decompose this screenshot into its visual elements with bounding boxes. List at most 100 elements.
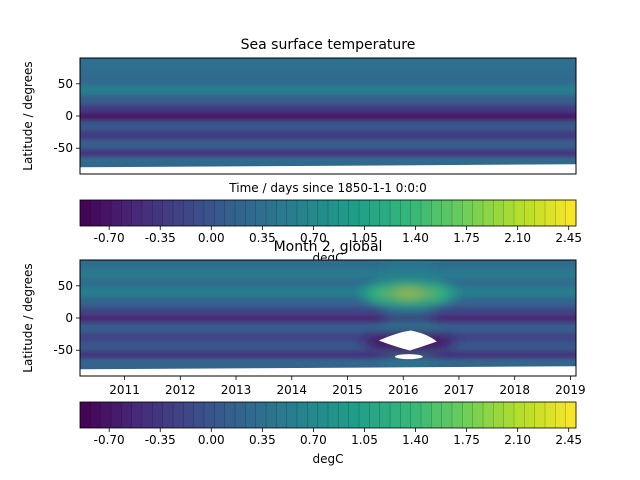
colorbar-2-ticks: -0.70 -0.35 0.00 0.35 0.70 1.05 1.40 1.75 2.10 2.… [94,428,582,447]
colorbar-tick-label-8: 2.10 [504,231,531,245]
colorbar-segment-42 [514,402,525,428]
colorbar-segment-19 [276,200,287,226]
colorbar-segment-7 [152,402,163,428]
colorbar-segment-25 [338,402,349,428]
panel-2-y-ticks: 50 0 -50 [53,279,80,357]
x-tick-label-6: 2017 [444,383,475,397]
x-tick-label-1: 2012 [165,383,196,397]
colorbar-segment-20 [286,402,298,428]
heatmap-band-1 [80,67,576,77]
panel-2-ylabel: Latitude / degrees [21,263,35,372]
colorbar-segment-8 [162,402,174,428]
colorbar-segment-38 [472,200,484,226]
colorbar-tick-label-0: -0.70 [94,231,125,245]
y-tick-label-1: 0 [65,311,73,325]
colorbar-segment-35 [441,402,453,428]
colorbar-segment-36 [452,200,463,226]
colorbar-segment-44 [534,200,546,226]
panel-1: Sea surface temperature 50 0 -50 Latitude … [21,37,577,195]
heatmap-band-8 [80,130,576,141]
colorbar-segment-40 [493,402,504,428]
y-tick-label-2: -50 [53,343,73,357]
panel-2-x-ticks: 2011 2012 2013 2014 2015 2016 2017 2018 2019 [109,376,586,397]
colorbar-segment-11 [193,200,205,226]
colorbar-segment-6 [142,200,153,226]
missing-data-strip [80,164,576,174]
colorbar-tick-label-9: 2.45 [555,231,582,245]
colorbar-segment-6 [142,402,153,428]
colorbar-segment-34 [431,402,442,428]
panel-1-heatmap [80,58,576,174]
colorbar-segment-13 [214,402,225,428]
colorbar-tick-label-5: 1.05 [351,231,378,245]
colorbar-segment-22 [307,200,318,226]
x-tick-label-8: 2019 [555,383,586,397]
colorbar-tick-label-6: 1.40 [402,433,429,447]
colorbar-segment-34 [431,200,442,226]
heatmap-band-7 [80,120,576,131]
colorbar-segment-33 [421,200,432,226]
heatmap-band-11 [80,359,576,366]
panel-1-ylabel: Latitude / degrees [21,61,35,170]
panel-2-title: Month 2, global [274,239,383,255]
colorbar-segment-3 [111,402,122,428]
heatmap-band-9 [80,140,576,150]
colorbar-segment-23 [317,200,329,226]
colorbar-tick-label-7: 1.75 [453,433,480,447]
colorbar-segment-19 [276,402,287,428]
y-tick-label-2: -50 [53,141,73,155]
colorbar-segment-28 [369,200,380,226]
colorbar-segment-21 [297,200,308,226]
x-tick-label-3: 2014 [277,383,308,397]
colorbar-tick-label-5: 1.05 [351,433,378,447]
colorbar-segment-39 [483,200,494,226]
colorbar-segment-32 [410,402,422,428]
heatmap-band-6 [80,112,576,121]
colorbar-segment-0 [80,402,91,428]
panel-1-y-ticks: 50 0 -50 [53,77,80,155]
y-tick-label-0: 50 [58,77,73,91]
panel-2: 500-50 2011 2012 2013 2014 2015 2016 2017 2018 2… [21,239,586,397]
colorbar-2: -0.70 -0.35 0.00 0.35 0.70 1.05 1.40 1.75 2.10 2.… [79,401,582,466]
colorbar-segment-0 [80,200,91,226]
colorbar-segment-45 [545,200,556,226]
colorbar-segment-2 [100,200,112,226]
colorbar-segment-18 [266,200,277,226]
colorbar-1-ticks: -0.70 -0.35 0.00 0.35 0.70 1.05 1.40 1.75 2.10 2.… [94,226,582,245]
heatmap-band-10 [80,351,576,360]
colorbar-segment-44 [534,402,546,428]
colorbar-segment-33 [421,402,432,428]
panel-2-heatmap [80,260,576,376]
heatmap-band-4 [80,95,576,105]
colorbar-segment-45 [545,402,556,428]
colorbar-segment-46 [555,200,566,226]
colorbar-segment-31 [400,402,411,428]
heatmap-band-7 [80,322,576,333]
colorbar-1: -0.70 -0.35 0.00 0.35 0.70 1.05 1.40 1.75 2.10 2.… [79,199,582,265]
heatmap-band-9 [80,342,576,352]
colorbar-tick-label-4: 0.70 [300,231,327,245]
colorbar-segment-23 [317,402,329,428]
colorbar-segment-24 [328,200,339,226]
colorbar-segment-10 [183,402,194,428]
colorbar-segment-16 [245,402,256,428]
heatmap-band-5 [80,104,576,113]
colorbar-segment-14 [224,200,236,226]
colorbar-segment-3 [111,200,122,226]
colorbar-segment-37 [462,402,473,428]
missing-data-strip [80,366,576,376]
missing-data-region-2 [394,354,423,360]
x-tick-label-2: 2013 [221,383,252,397]
colorbar-segment-9 [173,200,184,226]
colorbar-segment-47 [565,200,577,226]
colorbar-segment-2 [100,402,112,428]
colorbar-segment-41 [503,402,515,428]
colorbar-2-frame [79,401,577,429]
colorbar-tick-label-6: 1.40 [402,231,429,245]
colorbar-segment-11 [193,402,205,428]
colorbar-segment-5 [131,200,143,226]
colorbar-segment-41 [503,200,515,226]
heatmap-band-6 [80,314,576,323]
colorbar-segment-21 [297,402,308,428]
